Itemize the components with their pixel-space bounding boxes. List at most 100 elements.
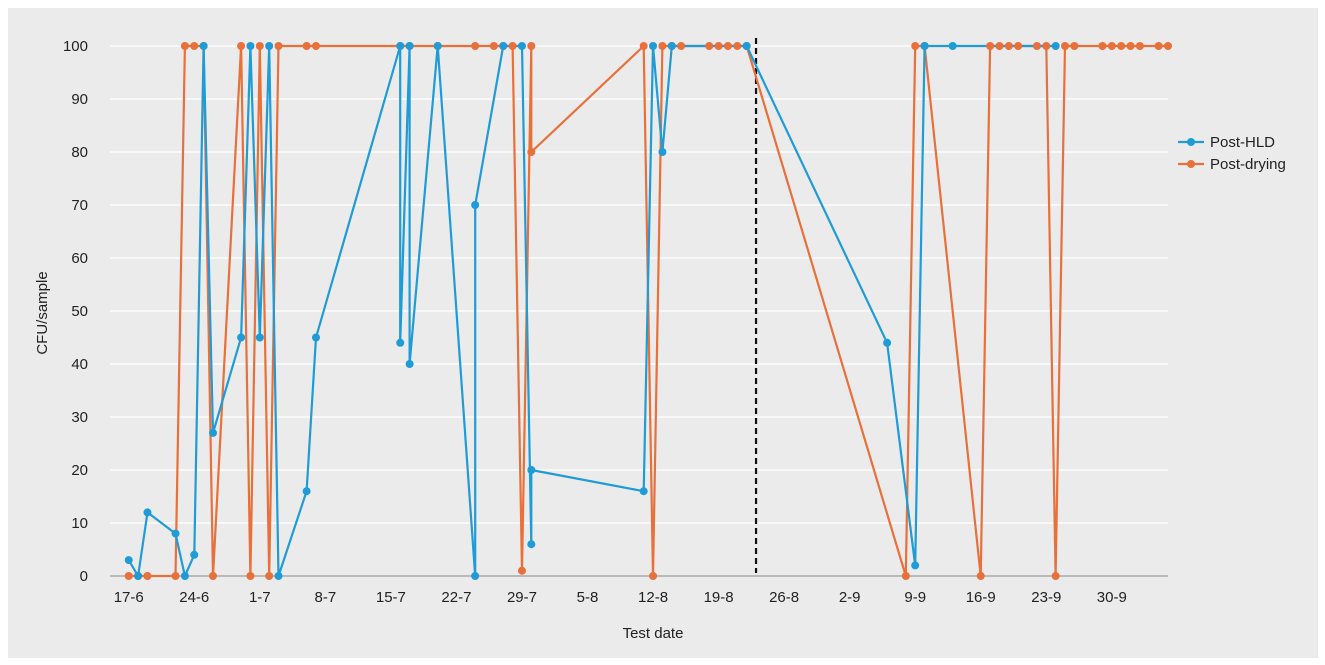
data-point xyxy=(658,148,667,156)
y-tick-label: 80 xyxy=(71,144,88,161)
data-point xyxy=(1117,42,1126,50)
data-point xyxy=(986,42,995,50)
data-point xyxy=(471,201,480,209)
data-point xyxy=(124,556,133,565)
data-point xyxy=(1061,42,1070,50)
data-point xyxy=(527,540,536,549)
data-point xyxy=(190,550,199,559)
data-point xyxy=(920,42,929,50)
y-tick-label: 40 xyxy=(71,356,88,373)
data-point xyxy=(302,487,311,496)
data-point xyxy=(1107,42,1116,50)
data-point xyxy=(1051,42,1060,50)
data-point xyxy=(677,42,686,50)
data-point xyxy=(396,42,405,50)
data-point xyxy=(714,42,723,50)
data-point xyxy=(649,572,658,580)
data-point xyxy=(396,338,405,347)
legend-swatch-marker xyxy=(1187,160,1195,168)
x-tick-label: 16-9 xyxy=(966,589,996,606)
line-chart: 0 10 20 30 40 50 60 70 80 90 100 17-6 24-6 1-7 8-7 15-… xyxy=(8,8,1318,658)
data-point xyxy=(143,572,152,580)
data-point xyxy=(274,572,283,580)
data-point xyxy=(1135,42,1144,50)
data-point xyxy=(489,42,498,50)
x-tick-label: 30-9 xyxy=(1097,589,1127,606)
data-point xyxy=(199,42,208,50)
x-axis-title: Test date xyxy=(623,625,684,642)
x-tick-label: 19-8 xyxy=(704,589,734,606)
data-point xyxy=(311,42,320,50)
data-point xyxy=(208,572,217,580)
data-point xyxy=(471,572,480,580)
y-tick-label: 20 xyxy=(71,462,88,479)
data-point xyxy=(527,466,536,474)
y-tick-label: 100 xyxy=(63,38,88,55)
data-point xyxy=(517,566,526,575)
data-point xyxy=(1051,572,1060,580)
data-point xyxy=(1042,42,1051,50)
data-point xyxy=(733,42,742,50)
x-tick-label: 12-8 xyxy=(638,589,668,606)
data-point xyxy=(911,42,920,50)
y-tick-label: 90 xyxy=(71,91,88,108)
series-group xyxy=(124,42,1172,580)
data-point xyxy=(948,42,957,50)
data-point xyxy=(639,42,648,50)
data-point xyxy=(246,42,255,50)
data-point xyxy=(255,42,264,50)
x-tick-label: 8-7 xyxy=(315,589,337,606)
y-tick-label: 30 xyxy=(71,409,88,426)
data-point xyxy=(667,42,676,50)
data-point xyxy=(265,572,274,580)
data-point xyxy=(995,42,1004,50)
data-point xyxy=(180,572,189,580)
data-point xyxy=(517,42,526,50)
data-point xyxy=(723,42,732,50)
x-tick-label: 5-8 xyxy=(577,589,599,606)
data-point xyxy=(180,42,189,50)
y-tick-label: 50 xyxy=(71,303,88,320)
data-point xyxy=(208,428,217,437)
data-point xyxy=(134,572,143,580)
y-tick-label: 10 xyxy=(71,515,88,532)
data-point xyxy=(143,508,152,517)
data-point xyxy=(658,42,667,50)
data-point xyxy=(1164,42,1172,50)
data-point xyxy=(1070,42,1079,50)
data-point xyxy=(1098,42,1107,50)
data-point xyxy=(1004,42,1013,50)
data-point xyxy=(1154,42,1163,50)
data-point xyxy=(237,333,246,342)
x-tick-label: 1-7 xyxy=(249,589,271,606)
data-point xyxy=(499,42,508,50)
data-point xyxy=(705,42,714,50)
data-point xyxy=(471,42,480,50)
legend-label: Post-drying xyxy=(1210,156,1286,173)
data-point xyxy=(901,572,910,580)
data-point xyxy=(508,42,517,50)
y-axis-title: CFU/sample xyxy=(34,271,51,354)
x-tick-label: 2-9 xyxy=(839,589,861,606)
data-point xyxy=(649,42,658,50)
data-point xyxy=(171,529,180,538)
data-point xyxy=(405,42,414,50)
legend-label: Post-HLD xyxy=(1210,134,1275,151)
data-point xyxy=(527,148,536,156)
data-point xyxy=(237,42,246,50)
data-point xyxy=(976,572,985,580)
x-tick-label: 9-9 xyxy=(904,589,926,606)
legend: Post-HLD Post-drying xyxy=(1178,134,1286,173)
data-point xyxy=(883,338,892,347)
data-point xyxy=(171,572,180,580)
data-point xyxy=(255,333,264,342)
data-point xyxy=(527,42,536,50)
y-tick-label: 0 xyxy=(80,568,88,585)
data-point xyxy=(911,561,920,570)
data-point xyxy=(1126,42,1135,50)
data-point xyxy=(124,572,133,580)
x-tick-label: 22-7 xyxy=(441,589,471,606)
data-point xyxy=(274,42,283,50)
data-point xyxy=(742,42,751,50)
data-point xyxy=(302,42,311,50)
